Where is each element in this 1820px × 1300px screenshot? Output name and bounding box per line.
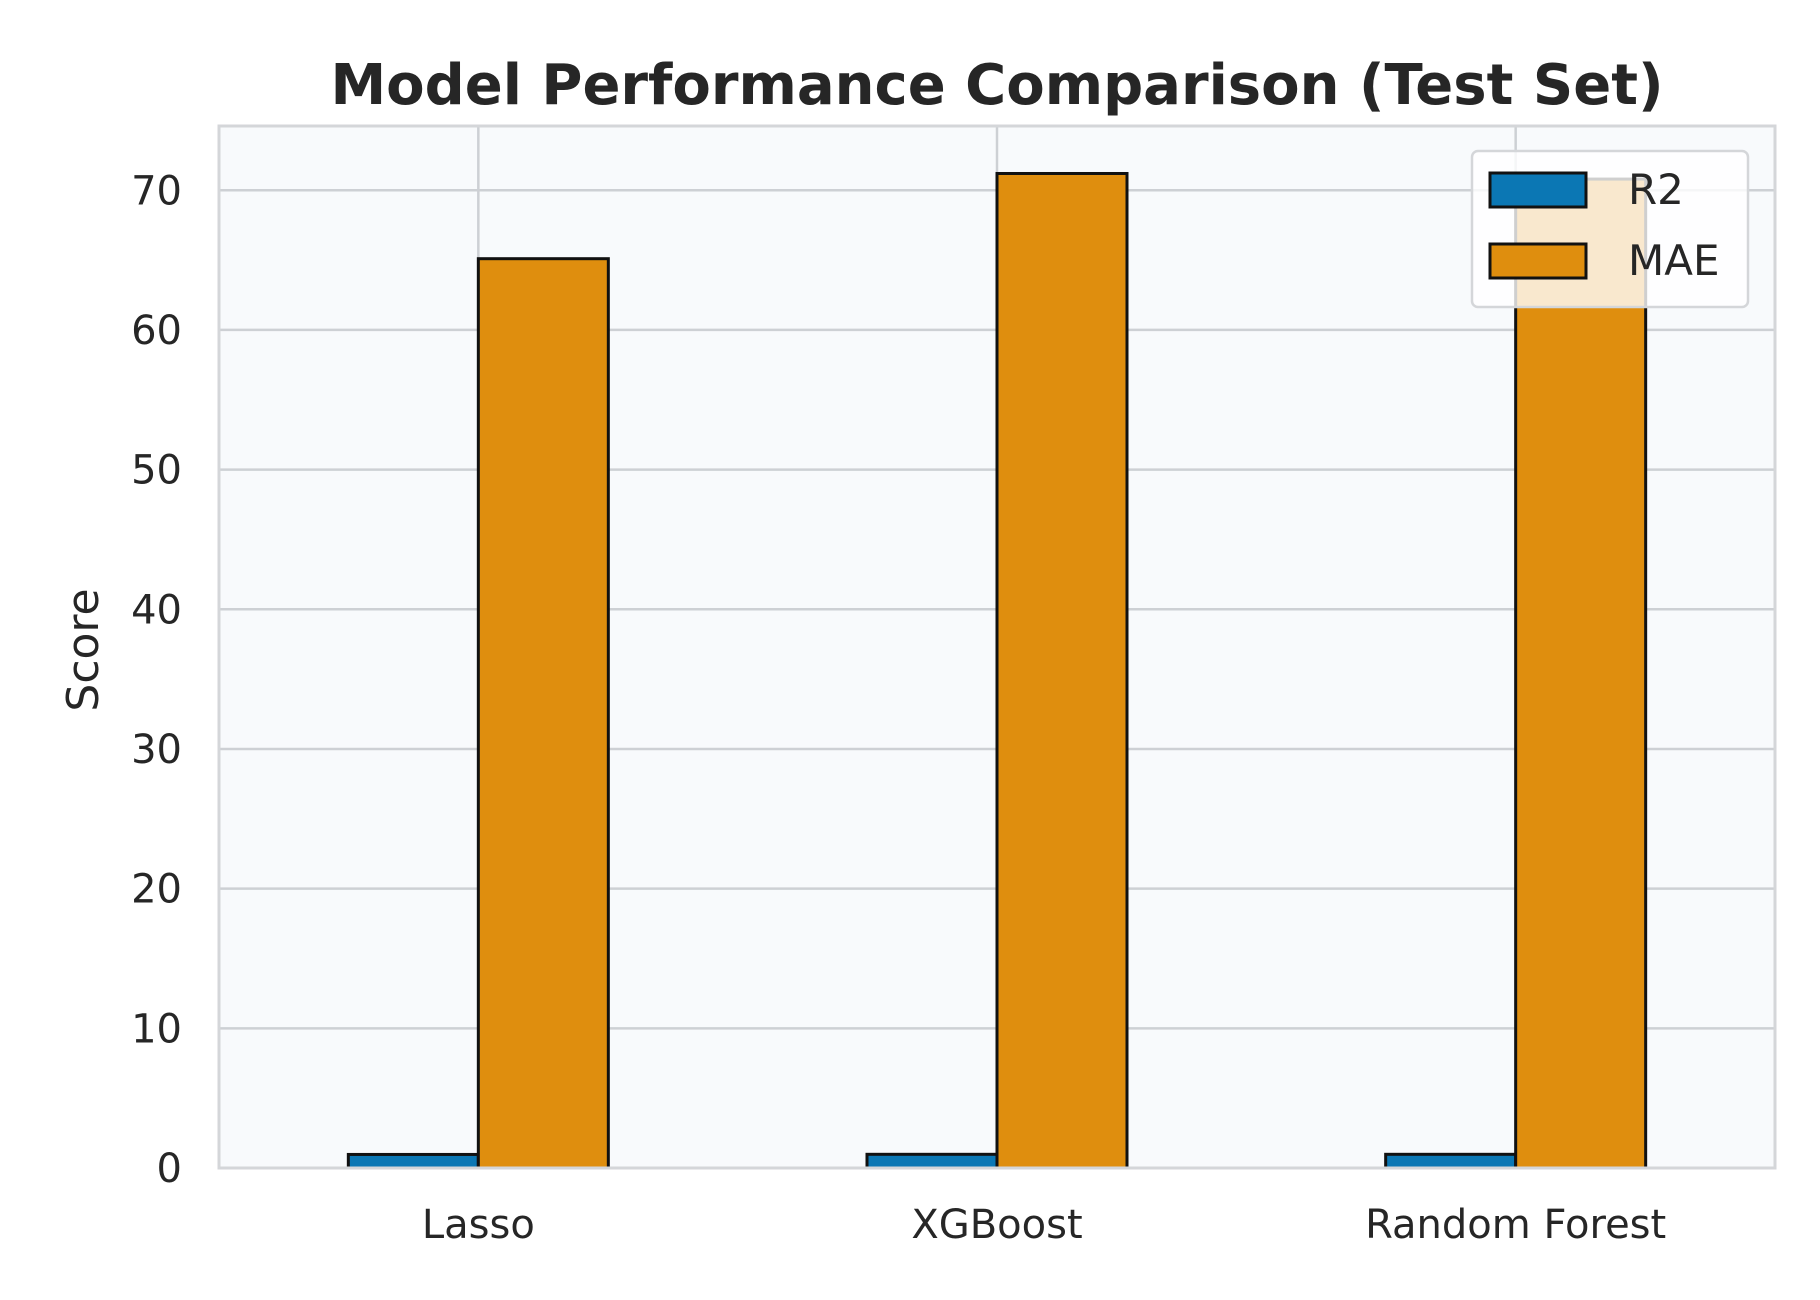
y-axis-label: Score [58, 588, 109, 711]
chart-title: Model Performance Comparison (Test Set) [330, 53, 1663, 118]
y-tick-label: 20 [131, 867, 182, 913]
x-tick-label: XGBoost [911, 1202, 1082, 1248]
y-tick-label: 70 [131, 168, 182, 214]
y-tick-label: 0 [157, 1146, 182, 1192]
legend-swatch-r2 [1488, 171, 1588, 209]
legend-swatch-mae [1488, 242, 1588, 280]
bar-mae-lasso [476, 257, 610, 1170]
x-tick-label: Lasso [422, 1202, 535, 1248]
y-tick-label: 50 [131, 448, 182, 494]
bar-r2-random-forest [1384, 1152, 1518, 1170]
y-tick-label: 10 [131, 1006, 182, 1052]
bar-r2-lasso [346, 1152, 480, 1170]
legend: R2 MAE [1470, 149, 1750, 309]
y-tick-label: 60 [131, 308, 182, 354]
legend-label-r2: R2 [1628, 165, 1684, 214]
bar-r2-xgboost [865, 1152, 999, 1170]
bar-mae-random-forest [1514, 177, 1648, 1170]
x-tick-label: Random Forest [1365, 1202, 1666, 1248]
y-axis-ticks: 0 10 20 30 40 50 60 70 [131, 168, 182, 1192]
y-tick-label: 30 [131, 727, 182, 773]
bar-mae-xgboost [995, 171, 1129, 1170]
axes-frame [217, 124, 1777, 1170]
x-axis-ticks: Lasso XGBoost Random Forest [422, 1202, 1666, 1248]
y-tick-label: 40 [131, 587, 182, 633]
legend-label-mae: MAE [1628, 236, 1720, 285]
